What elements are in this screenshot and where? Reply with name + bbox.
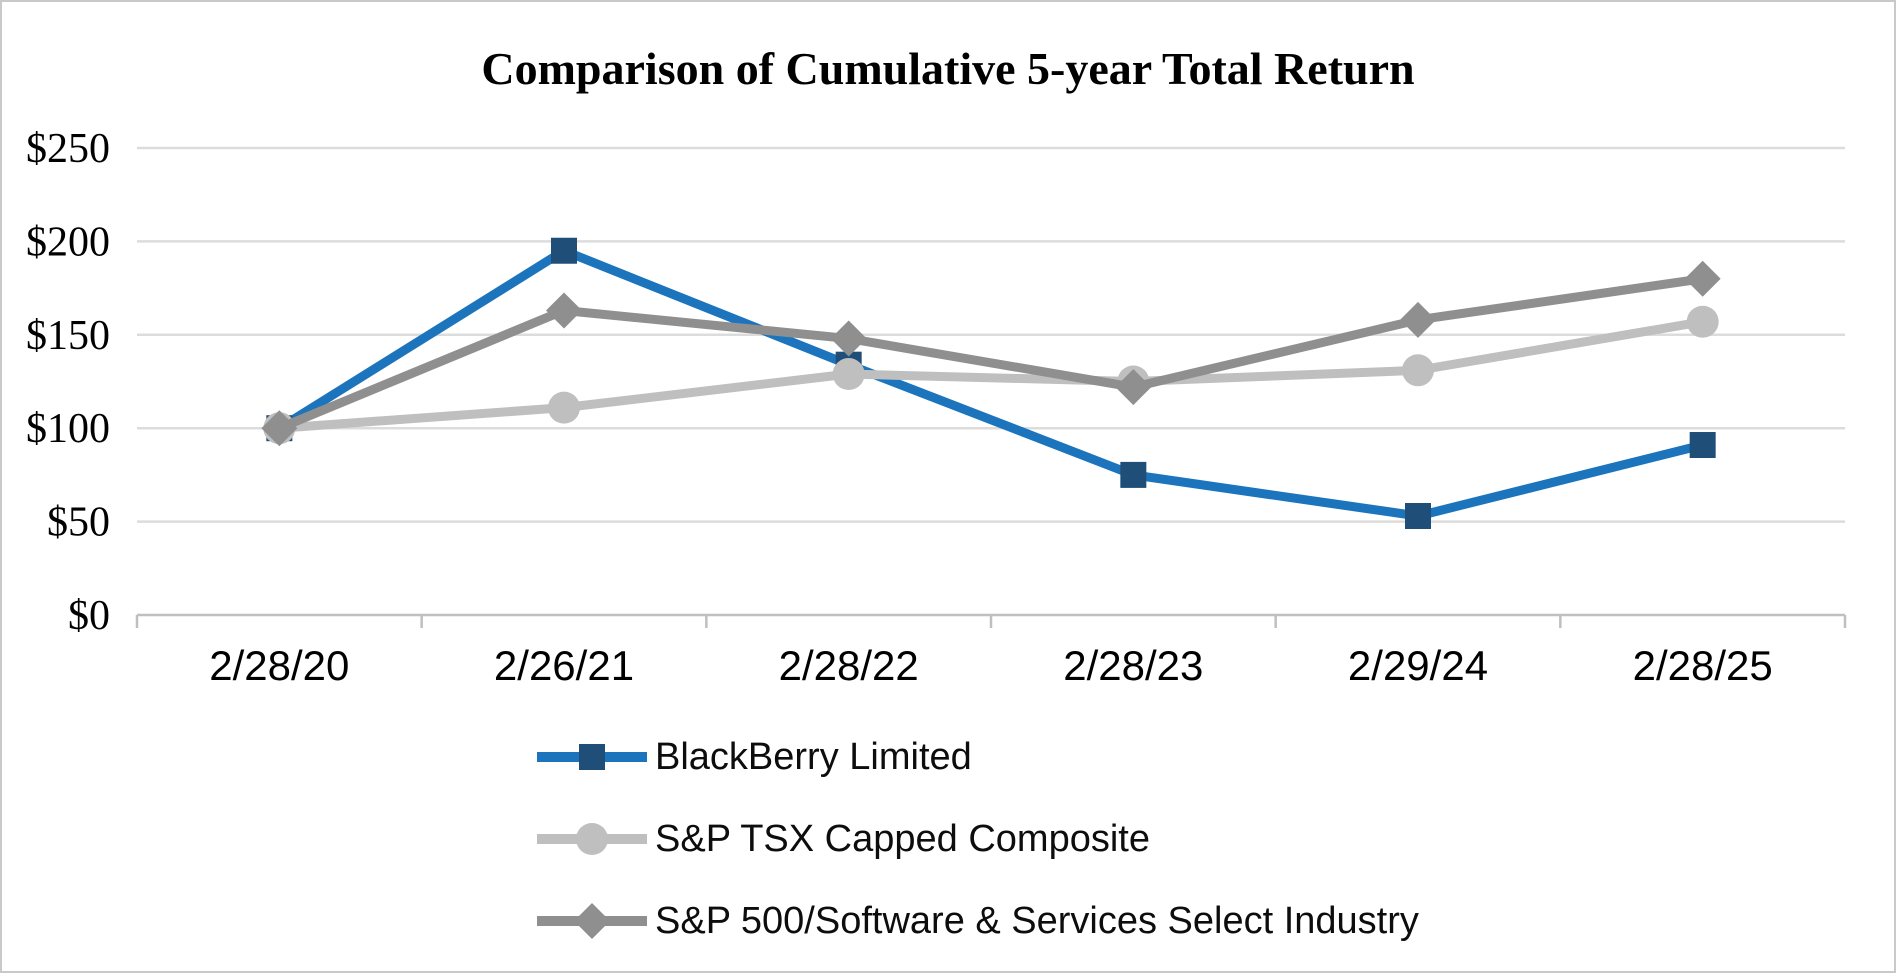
chart-title: Comparison of Cumulative 5-year Total Re… — [481, 43, 1415, 94]
legend-item-sp-tsx-capped-composite: S&P TSX Capped Composite — [535, 815, 1419, 863]
svg-text:$150: $150 — [26, 313, 110, 359]
svg-text:2/29/24: 2/29/24 — [1348, 642, 1488, 689]
gray-circle-series-marker-icon — [537, 823, 647, 855]
legend-label-sp500-software-services-select-industry: S&P 500/Software & Services Select Indus… — [655, 900, 1419, 942]
svg-text:2/28/25: 2/28/25 — [1633, 642, 1773, 689]
svg-text:$0: $0 — [68, 593, 110, 639]
chart-legend: BlackBerry Limited S&P TSX Capped Compos… — [535, 733, 1419, 945]
legend-item-sp500-software-services-select-industry: S&P 500/Software & Services Select Indus… — [535, 897, 1419, 945]
svg-text:$200: $200 — [26, 219, 110, 265]
svg-text:2/28/23: 2/28/23 — [1063, 642, 1203, 689]
svg-text:2/28/20: 2/28/20 — [209, 642, 349, 689]
svg-text:2/28/22: 2/28/22 — [779, 642, 919, 689]
svg-text:$50: $50 — [47, 500, 110, 546]
legend-label-blackberry-limited: BlackBerry Limited — [655, 736, 972, 778]
gray-diamond-series-marker-icon — [537, 903, 647, 939]
svg-text:$100: $100 — [26, 406, 110, 452]
svg-text:$250: $250 — [26, 126, 110, 172]
svg-text:2/26/21: 2/26/21 — [494, 642, 634, 689]
blue-square-series-marker-icon — [537, 744, 647, 770]
legend-label-sp-tsx-capped-composite: S&P TSX Capped Composite — [655, 818, 1150, 860]
legend-item-blackberry-limited: BlackBerry Limited — [535, 733, 1419, 781]
